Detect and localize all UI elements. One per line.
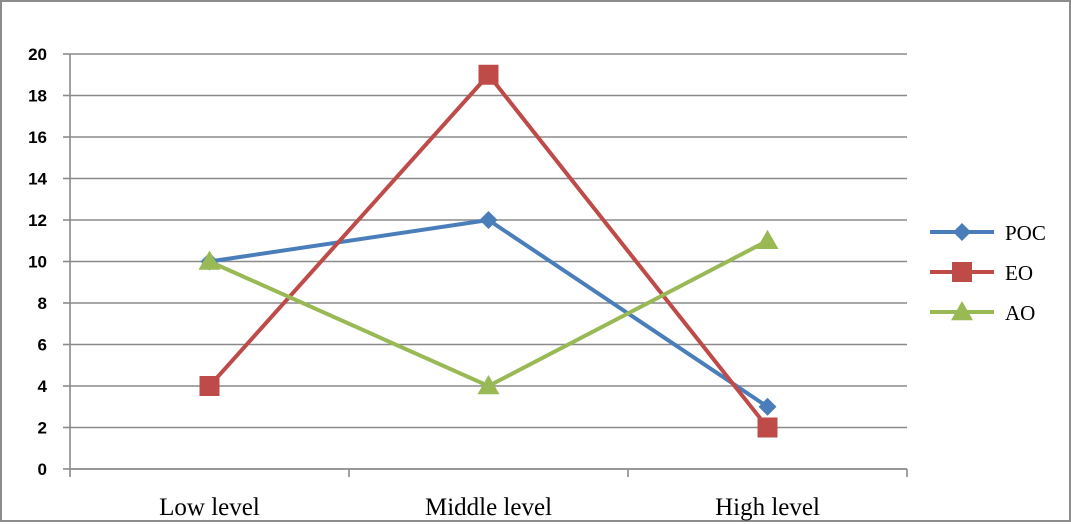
legend: POC EO AO	[930, 221, 1046, 325]
legend-entry-poc: POC	[930, 221, 1046, 245]
axes	[63, 53, 908, 477]
series-ao-line	[208, 238, 769, 388]
series-eo	[199, 64, 778, 438]
legend-marker-eo	[952, 262, 972, 282]
y-tick-label: 18	[28, 87, 47, 106]
gridlines	[70, 53, 907, 470]
y-tick-label: 12	[28, 211, 47, 230]
series-eo-line	[208, 72, 770, 429]
x-tick-label: Low level	[159, 494, 260, 521]
legend-label-eo: EO	[1005, 261, 1033, 285]
y-tick-label: 4	[38, 377, 48, 396]
series-ao-point	[198, 250, 221, 270]
x-tick-label: Middle level	[425, 494, 552, 521]
series-ao	[198, 229, 779, 395]
y-axis-ticks: 0 2 4 6 8 10 12 14 16 18 20	[28, 45, 47, 479]
x-tick-label: High level	[715, 494, 820, 521]
series-poc-point	[758, 397, 777, 416]
legend-entry-ao: AO	[930, 301, 1035, 325]
y-tick-label: 16	[28, 128, 47, 147]
legend-label-ao: AO	[1005, 301, 1035, 325]
series-poc-point	[479, 211, 498, 229]
series-lines	[198, 64, 779, 438]
y-tick-label: 10	[28, 253, 47, 272]
legend-marker-poc	[953, 223, 971, 241]
series-eo-point	[199, 376, 220, 396]
series-eo-point	[478, 64, 499, 85]
y-tick-label: 2	[38, 419, 47, 438]
y-tick-label: 6	[38, 336, 47, 355]
y-tick-label: 8	[38, 294, 47, 313]
x-axis-ticks: Low level Middle level High level	[159, 494, 820, 521]
legend-label-poc: POC	[1005, 221, 1046, 245]
legend-entry-eo: EO	[930, 261, 1033, 285]
y-tick-label: 0	[38, 460, 47, 479]
y-tick-label: 14	[28, 170, 47, 189]
legend-marker-ao	[951, 301, 973, 321]
series-ao-point	[477, 375, 500, 395]
series-eo-point	[757, 417, 778, 438]
series-ao-point	[756, 229, 779, 249]
y-tick-label: 20	[28, 45, 47, 64]
